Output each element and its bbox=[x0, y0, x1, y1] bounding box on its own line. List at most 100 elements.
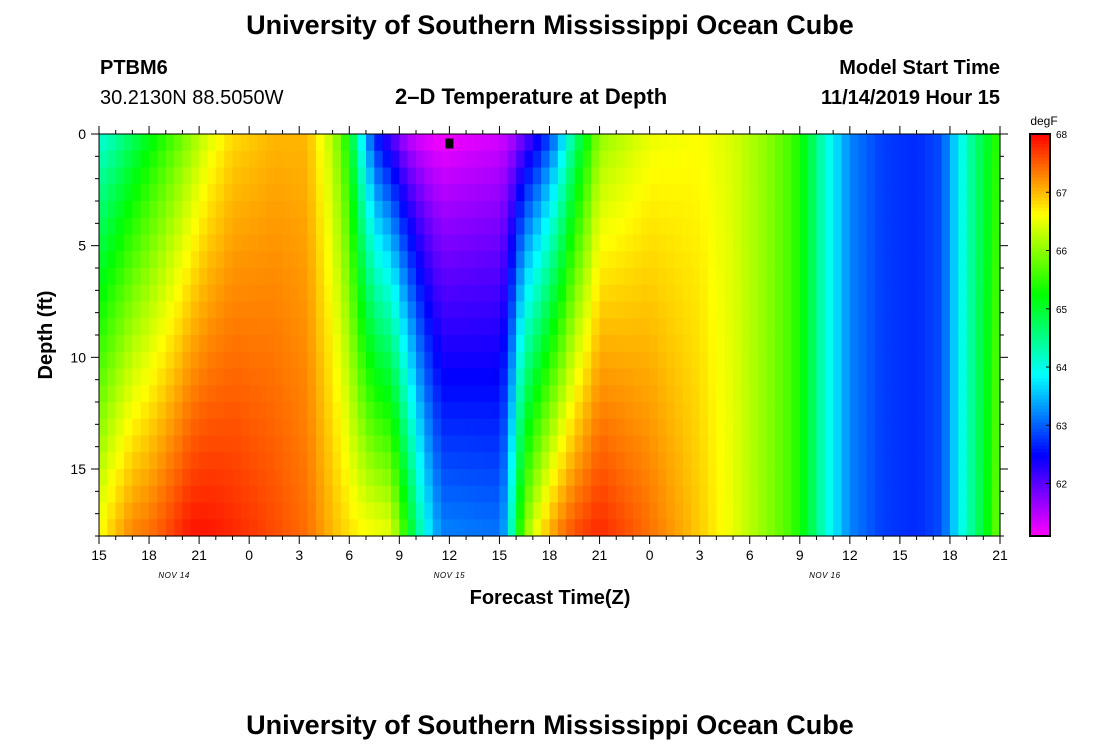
heatmap-cell bbox=[607, 251, 617, 269]
heatmap-cell bbox=[649, 167, 659, 185]
heatmap-cell bbox=[607, 351, 617, 370]
heatmap-cell bbox=[724, 251, 734, 269]
heatmap-cell bbox=[307, 150, 317, 169]
heatmap-cell bbox=[199, 485, 209, 504]
heatmap-cell bbox=[265, 284, 275, 303]
heatmap-cell bbox=[432, 485, 442, 504]
heatmap-cell bbox=[849, 318, 859, 336]
heatmap-cell bbox=[149, 234, 158, 252]
heatmap-cell bbox=[924, 150, 934, 169]
heatmap-cell bbox=[591, 318, 601, 336]
heatmap-cell bbox=[282, 519, 292, 537]
heatmap-cell bbox=[833, 167, 843, 185]
heatmap-cell bbox=[674, 335, 684, 353]
heatmap-cell bbox=[941, 234, 951, 252]
heatmap-cell bbox=[874, 268, 884, 286]
heatmap-cell bbox=[566, 502, 576, 520]
heatmap-cell bbox=[532, 268, 542, 286]
heatmap-cell bbox=[741, 519, 751, 537]
heatmap-cell bbox=[482, 134, 492, 152]
heatmap-cell bbox=[365, 435, 375, 453]
heatmap-cell bbox=[699, 301, 709, 319]
heatmap-cell bbox=[799, 418, 809, 437]
heatmap-cell bbox=[466, 502, 476, 520]
heatmap-cell bbox=[432, 351, 442, 370]
x-tick-label: 21 bbox=[992, 547, 1008, 563]
heatmap-cell bbox=[666, 268, 676, 286]
heatmap-cell bbox=[841, 234, 851, 252]
heatmap-cell bbox=[349, 284, 359, 303]
heatmap-cell bbox=[441, 184, 450, 202]
heatmap-cell bbox=[416, 251, 425, 269]
colorbar-swatch bbox=[1030, 529, 1050, 534]
heatmap-cell bbox=[974, 452, 984, 470]
heatmap-cell bbox=[591, 452, 601, 470]
heatmap-cell bbox=[908, 134, 918, 152]
heatmap-cell bbox=[265, 435, 275, 453]
heatmap-cell bbox=[591, 217, 601, 236]
heatmap-cell bbox=[724, 217, 734, 236]
heatmap-cell bbox=[449, 301, 459, 319]
heatmap-cell bbox=[315, 201, 325, 219]
heatmap-cell bbox=[449, 201, 459, 219]
heatmap-cell bbox=[641, 284, 651, 303]
heatmap-cell bbox=[549, 234, 559, 252]
heatmap-cell bbox=[808, 167, 818, 185]
heatmap-cell bbox=[958, 368, 968, 386]
colorbar-swatch bbox=[1030, 351, 1050, 356]
heatmap-cell bbox=[983, 301, 993, 319]
heatmap-cell bbox=[816, 184, 826, 202]
heatmap-cell bbox=[274, 217, 284, 236]
heatmap-cell bbox=[858, 301, 868, 319]
heatmap-cell bbox=[282, 184, 292, 202]
heatmap-cell bbox=[382, 217, 392, 236]
heatmap-cell bbox=[432, 469, 442, 487]
heatmap-cell bbox=[766, 485, 776, 504]
heatmap-cell bbox=[307, 452, 317, 470]
heatmap-cell bbox=[666, 435, 676, 453]
heatmap-cell bbox=[833, 519, 843, 537]
heatmap-cell bbox=[307, 335, 317, 353]
heatmap-cell bbox=[357, 335, 367, 353]
heatmap-cell bbox=[949, 368, 959, 386]
heatmap-cell bbox=[749, 418, 759, 437]
heatmap-cell bbox=[282, 251, 292, 269]
heatmap-cell bbox=[682, 351, 692, 370]
heatmap-cell bbox=[632, 335, 642, 353]
heatmap-cell bbox=[399, 150, 409, 169]
heatmap-cell bbox=[574, 485, 584, 504]
heatmap-cell bbox=[307, 284, 317, 303]
heatmap-cell bbox=[299, 301, 309, 319]
heatmap-cell bbox=[190, 201, 200, 219]
heatmap-cell bbox=[783, 402, 793, 420]
heatmap-cell bbox=[557, 134, 567, 152]
heatmap-cell bbox=[182, 150, 192, 169]
heatmap-cell bbox=[132, 368, 142, 386]
heatmap-cell bbox=[282, 452, 292, 470]
colorbar-swatch bbox=[1030, 525, 1050, 530]
heatmap-cell bbox=[983, 485, 993, 504]
heatmap-cell bbox=[949, 167, 959, 185]
heatmap-cell bbox=[224, 268, 234, 286]
heatmap-cell bbox=[124, 469, 133, 487]
heatmap-cell bbox=[749, 452, 759, 470]
heatmap-cell bbox=[349, 385, 359, 403]
heatmap-cell bbox=[140, 234, 150, 252]
heatmap-cell bbox=[649, 201, 659, 219]
heatmap-cell bbox=[691, 469, 701, 487]
heatmap-cell bbox=[841, 150, 851, 169]
heatmap-cell bbox=[933, 301, 943, 319]
heatmap-cell bbox=[582, 217, 592, 236]
heatmap-cell bbox=[524, 368, 534, 386]
heatmap-cell bbox=[124, 485, 133, 504]
heatmap-cell bbox=[307, 385, 317, 403]
heatmap-cell bbox=[816, 418, 826, 437]
heatmap-cell bbox=[824, 268, 834, 286]
heatmap-cell bbox=[607, 217, 617, 236]
heatmap-cell bbox=[249, 167, 259, 185]
heatmap-cell bbox=[557, 318, 567, 336]
heatmap-cell bbox=[374, 318, 384, 336]
heatmap-cell bbox=[357, 284, 367, 303]
heatmap-cell bbox=[332, 519, 342, 537]
heatmap-cell bbox=[824, 301, 834, 319]
